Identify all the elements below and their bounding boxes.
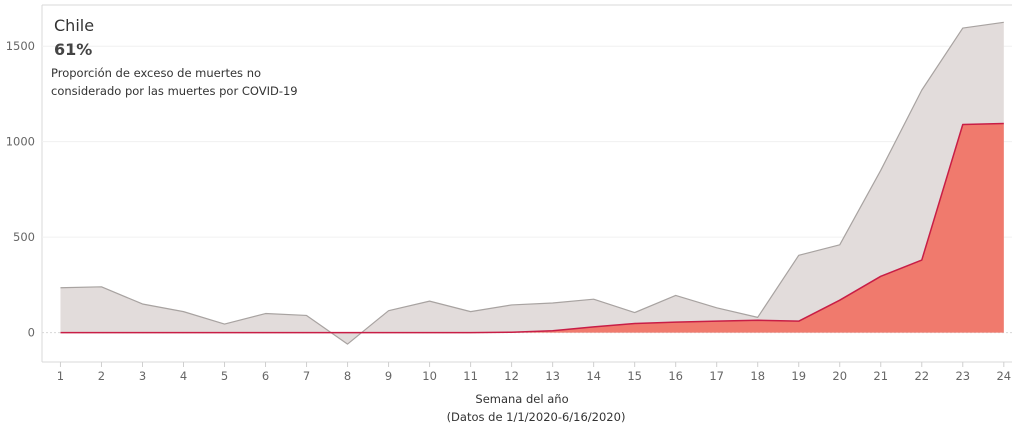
x-tick-label-8: 8 <box>344 369 351 383</box>
country-title: Chile <box>54 16 94 35</box>
summary-panel: Chile 61% Proporción de exceso de muerte… <box>51 16 298 98</box>
x-tick-label-20: 20 <box>832 369 847 383</box>
y-tick-label-1500: 1500 <box>6 39 35 53</box>
x-tick-label-2: 2 <box>98 369 105 383</box>
x-tick-label-1: 1 <box>57 369 64 383</box>
covid-deaths-area <box>60 123 1004 333</box>
x-axis-subtitle: (Datos de 1/1/2020-6/16/2020) <box>447 410 626 424</box>
x-tick-label-19: 19 <box>791 369 806 383</box>
caption-line-1: Proporción de exceso de muertes no <box>51 66 261 80</box>
x-tick-label-18: 18 <box>750 369 765 383</box>
x-tick-label-5: 5 <box>221 369 228 383</box>
x-tick-label-14: 14 <box>586 369 601 383</box>
x-tick-label-12: 12 <box>504 369 519 383</box>
covid-deaths-line <box>60 122 1004 334</box>
x-tick-label-13: 13 <box>545 369 560 383</box>
x-tick-label-15: 15 <box>627 369 642 383</box>
x-tick-label-6: 6 <box>262 369 269 383</box>
x-tick-label-7: 7 <box>303 369 310 383</box>
x-tick-label-4: 4 <box>180 369 187 383</box>
x-tick-label-24: 24 <box>996 369 1011 383</box>
x-tick-label-16: 16 <box>668 369 683 383</box>
x-tick-label-3: 3 <box>139 369 146 383</box>
x-tick-label-21: 21 <box>873 369 888 383</box>
y-tick-label-1000: 1000 <box>6 135 35 149</box>
x-tick-label-9: 9 <box>385 369 392 383</box>
y-tick-label-0: 0 <box>28 326 35 340</box>
x-tick-label-17: 17 <box>709 369 724 383</box>
x-tick-label-23: 23 <box>955 369 970 383</box>
caption-line-2: considerado por las muertes por COVID-19 <box>51 84 298 98</box>
x-axis-title: Semana del año <box>475 392 568 406</box>
y-tick-label-500: 500 <box>13 230 35 244</box>
x-tick-label-11: 11 <box>463 369 478 383</box>
x-tick-label-22: 22 <box>914 369 929 383</box>
area-layer <box>60 21 1004 345</box>
excess-percent: 61% <box>54 40 92 59</box>
x-tick-label-10: 10 <box>422 369 437 383</box>
excess-deaths-line <box>60 21 1004 345</box>
